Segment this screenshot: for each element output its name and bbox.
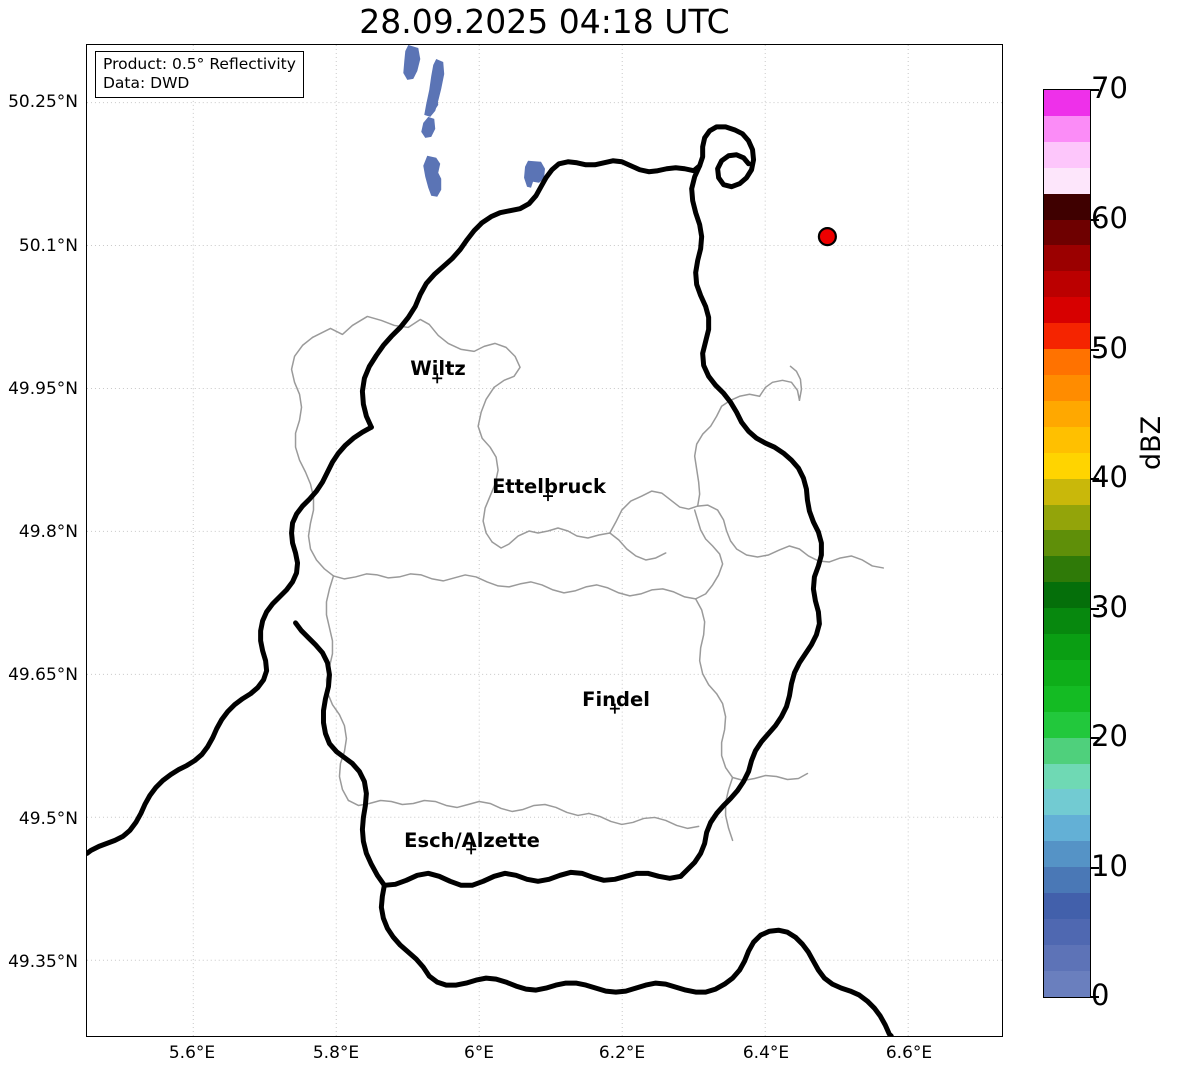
colorbar-band [1044,789,1090,816]
colorbar-tick-label: 50 [1091,331,1128,365]
city-label-findel: Findel [582,688,650,711]
colorbar-tick-label: 40 [1091,460,1128,494]
colorbar-band [1044,504,1090,531]
colorbar-band [1044,763,1090,790]
y-tick-label: 49.5°N [18,809,78,829]
city-markers [432,373,620,855]
colorbar-band [1044,426,1090,453]
colorbar-band [1044,711,1090,738]
colorbar-band [1044,659,1090,686]
x-tick-label: 6°E [463,1043,495,1063]
colorbar-tick-label: 20 [1091,719,1128,753]
colorbar-band [1044,582,1090,609]
colorbar-band [1044,634,1090,660]
colorbar-band [1044,115,1090,142]
radar-station-marker [817,227,837,247]
colorbar-band [1044,478,1090,505]
colorbar-tick-label: 0 [1091,978,1110,1012]
colorbar-band [1044,970,1090,997]
colorbar-band [1044,815,1090,842]
colorbar-band [1044,737,1090,764]
colorbar-band [1044,400,1090,427]
colorbar-tick-mark [1090,996,1099,998]
colorbar-band [1044,556,1090,583]
colorbar-band [1044,297,1090,324]
city-marker-esch-alzette [466,844,477,855]
radar-echo-patch [421,116,436,138]
colorbar-tick-mark [1090,478,1099,480]
colorbar-band [1044,219,1090,246]
colorbar-tick-label: 10 [1091,849,1128,883]
colorbar-band [1044,374,1090,401]
colorbar-tick-mark [1090,737,1099,739]
info-product-line: Product: 0.5° Reflectivity [103,55,296,73]
colorbar-tick-mark [1090,867,1099,869]
colorbar-band [1044,893,1090,919]
city-label-esch-alzette: Esch/Alzette [404,829,540,852]
x-tick-label: 5.6°E [168,1043,216,1063]
y-tick-label: 50.1°N [18,236,78,256]
x-tick-label: 6.4°E [742,1043,790,1063]
colorbar-tick-label: 70 [1091,71,1128,105]
x-tick-label: 6.6°E [885,1043,933,1063]
colorbar-band [1044,323,1090,350]
colorbar-band [1044,944,1090,971]
colorbar-tick-label: 30 [1091,590,1128,624]
colorbar-band [1044,452,1090,479]
y-tick-label: 49.35°N [8,952,78,972]
page-title: 28.09.2025 04:18 UTC [359,2,730,41]
colorbar-tick-mark [1090,89,1099,91]
colorbar-band [1044,867,1090,894]
national-border-luxembourg [87,124,894,1036]
radar-echo-patch [524,160,545,188]
colorbar-band [1044,349,1090,375]
city-label-ettelbruck: Ettelbruck [492,475,606,498]
colorbar-band [1044,530,1090,557]
colorbar-band [1044,90,1090,116]
colorbar-tick-label: 60 [1091,201,1128,235]
colorbar-band [1044,193,1090,220]
colorbar-band [1044,841,1090,868]
y-tick-label: 49.8°N [18,522,78,542]
colorbar-band [1044,245,1090,272]
city-marker-ettelbruck [543,491,553,502]
map-canvas [87,45,1002,1036]
city-marker-findel [609,703,620,714]
info-data-line: Data: DWD [103,73,190,92]
info-box: Product: 0.5° Reflectivity Data: DWD [95,51,304,98]
colorbar-band [1044,167,1090,194]
x-tick-label: 6.2°E [598,1043,646,1063]
radar-echo-patch [423,155,442,197]
district-borders [290,315,885,842]
colorbar-tick-mark [1090,349,1099,351]
colorbar-tick-mark [1090,219,1099,221]
y-tick-label: 49.65°N [8,665,78,685]
colorbar-band [1044,685,1090,712]
radar-echo-layer [403,45,545,197]
radar-echo-patch [428,95,439,111]
city-marker-wiltz [432,373,443,384]
y-tick-label: 49.95°N [8,379,78,399]
colorbar[interactable] [1043,89,1091,998]
colorbar-band [1044,608,1090,635]
colorbar-band [1044,271,1090,298]
y-tick-label: 50.25°N [8,92,78,112]
colorbar-band [1044,141,1090,168]
x-tick-label: 5.8°E [312,1043,360,1063]
colorbar-band [1044,919,1090,945]
map-plot-area[interactable]: Wiltz Ettelbruck Findel Esch/Alzette Pro… [86,44,1003,1037]
radar-echo-patch [403,45,421,80]
city-label-wiltz: Wiltz [410,357,466,380]
colorbar-axis-label: dBZ [1136,415,1167,470]
grid-lines [87,45,1002,1036]
colorbar-tick-mark [1090,608,1099,610]
